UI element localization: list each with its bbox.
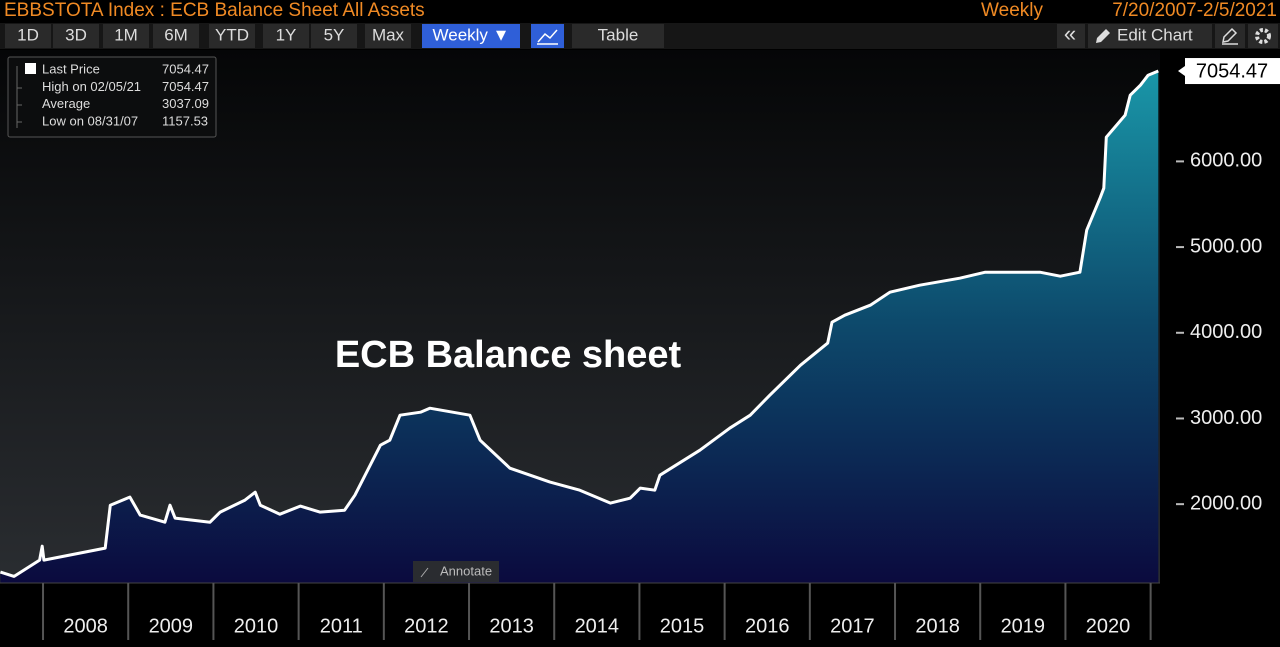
x-tick-label: 2012 bbox=[404, 615, 449, 637]
x-tick-label: 2014 bbox=[575, 615, 620, 637]
last-price-pointer bbox=[1178, 66, 1185, 77]
plot bbox=[0, 69, 1159, 583]
last-price-label: 7054.47 bbox=[1196, 60, 1268, 82]
date-range: 7/20/2007-2/5/2021 bbox=[1112, 0, 1277, 21]
chart-icon bbox=[537, 29, 558, 45]
period-button[interactable]: 6M bbox=[164, 25, 188, 44]
period-button-bg[interactable] bbox=[209, 24, 255, 48]
legend-label: High on 02/05/21 bbox=[42, 79, 141, 94]
legend-label: Last Price bbox=[42, 61, 100, 76]
legend-label: Average bbox=[42, 96, 90, 111]
x-tick-label: 2018 bbox=[915, 615, 960, 637]
period-button[interactable]: 3D bbox=[65, 25, 87, 44]
y-tick-label: 3000.00 bbox=[1190, 407, 1262, 429]
legend-box bbox=[7, 56, 217, 138]
settings-button[interactable] bbox=[1248, 24, 1278, 48]
y-tick-label: 2000.00 bbox=[1190, 492, 1262, 514]
toolbar-buttons: Weekly ▼ Table « Edit Chart 1D 3D 1M 6M YTD 1… bbox=[5, 21, 1278, 48]
table-button-bg[interactable] bbox=[572, 24, 664, 48]
legend-value: 1157.53 bbox=[162, 114, 208, 129]
table-button[interactable]: Table bbox=[598, 25, 639, 44]
x-tick-label: 2010 bbox=[234, 615, 279, 637]
edit-icon bbox=[1222, 27, 1238, 45]
x-tick-label: 2009 bbox=[149, 615, 194, 637]
collapse-button-bg[interactable] bbox=[1057, 24, 1085, 48]
frequency-button-bg[interactable] bbox=[422, 24, 520, 48]
x-tick-label: 2015 bbox=[660, 615, 705, 637]
edit-chart-button-bg[interactable] bbox=[1088, 24, 1212, 48]
last-price-badge bbox=[1185, 58, 1280, 85]
legend-value: 7054.47 bbox=[162, 79, 209, 94]
y-tick-label: 4000.00 bbox=[1190, 321, 1262, 343]
legend-value: 7054.47 bbox=[162, 61, 209, 76]
x-tick-label: 2019 bbox=[1001, 615, 1046, 637]
y-tick-label: 5000.00 bbox=[1190, 235, 1262, 257]
annotate-icon bbox=[420, 567, 429, 578]
x-tick-label: 2016 bbox=[745, 615, 790, 637]
x-tick-label: 2020 bbox=[1086, 615, 1131, 637]
period-button-bg[interactable] bbox=[53, 24, 99, 48]
area bbox=[0, 71, 1159, 583]
period-button[interactable]: 1D bbox=[17, 25, 39, 44]
period-button-bg[interactable] bbox=[263, 24, 309, 48]
legend-label: Low on 08/31/07 bbox=[42, 114, 138, 129]
pencil-icon bbox=[1096, 29, 1110, 43]
settings-icon bbox=[1255, 28, 1271, 44]
x-tick-label: 2008 bbox=[63, 615, 108, 637]
period-button-bg[interactable] bbox=[365, 24, 411, 48]
period-button[interactable]: YTD bbox=[215, 25, 249, 44]
chart-title: EBBSTOTA Index : ECB Balance Sheet All A… bbox=[4, 0, 425, 21]
x-tick-label: 2013 bbox=[489, 615, 534, 637]
frequency-button[interactable]: Weekly ▼ bbox=[433, 25, 510, 44]
period-button[interactable]: 1Y bbox=[276, 25, 297, 44]
frequency: Weekly bbox=[981, 0, 1043, 21]
period-button[interactable]: Max bbox=[372, 25, 405, 44]
x-tick-label: 2017 bbox=[830, 615, 875, 637]
annotate-button-bg[interactable] bbox=[413, 561, 499, 582]
legend-value: 3037.09 bbox=[162, 96, 209, 111]
x-tick-label: 2011 bbox=[320, 615, 363, 637]
period-button[interactable]: 1M bbox=[114, 25, 138, 44]
period-button-bg[interactable] bbox=[5, 24, 51, 48]
annotate-button[interactable]: Annotate bbox=[440, 563, 492, 578]
legend: Last Price 7054.47 High on 02/05/21 7054.47… bbox=[42, 61, 209, 128]
legend-swatch bbox=[25, 63, 36, 74]
period-button-bg[interactable] bbox=[311, 24, 357, 48]
collapse-button[interactable]: « bbox=[1064, 21, 1076, 46]
period-button-bg[interactable] bbox=[153, 24, 199, 48]
line bbox=[0, 69, 1159, 578]
period-button-bg[interactable] bbox=[103, 24, 149, 48]
legend-tree bbox=[16, 66, 22, 128]
annotation: ECB Balance sheet bbox=[335, 334, 682, 376]
period-button[interactable]: 5Y bbox=[324, 25, 345, 44]
edit-chart-button[interactable]: Edit Chart bbox=[1117, 25, 1193, 44]
y-tick-label: 6000.00 bbox=[1190, 150, 1262, 172]
